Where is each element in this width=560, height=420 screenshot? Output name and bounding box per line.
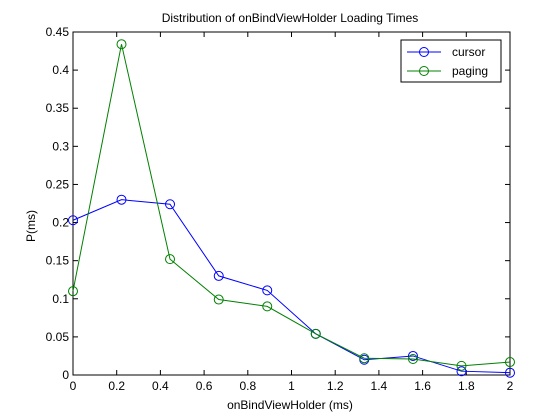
data-point-cursor (116, 194, 127, 205)
y-tick-label: 0.3 (52, 139, 69, 153)
data-point-cursor (407, 350, 418, 361)
x-tick-label: 1.8 (458, 379, 475, 393)
legend-item-cursor: cursor (407, 45, 485, 59)
x-tick-label: 1.6 (414, 379, 431, 393)
x-tick-label: 0.2 (108, 379, 125, 393)
data-point-cursor (165, 199, 176, 210)
data-point-paging (165, 254, 176, 265)
x-tick-label: 1.2 (327, 379, 344, 393)
y-tick-label: 0.15 (46, 254, 70, 268)
data-point-cursor (456, 366, 467, 377)
axis-ticks: 0 0.2 0.4 0.6 0.8 1 1.2 1.4 1.6 1.8 2 0 0.05 0.1 0.15 0… (46, 25, 514, 393)
plot-frame (72, 31, 511, 376)
x-tick-label: 0.4 (152, 379, 169, 393)
legend-box (400, 39, 502, 83)
series-line-cursor (72, 199, 511, 374)
data-point-paging (213, 294, 224, 305)
data-point-paging (359, 353, 370, 364)
x-tick-label: 0.8 (239, 379, 256, 393)
y-tick-label: 0 (62, 368, 69, 382)
y-tick-label: 0.25 (46, 177, 70, 191)
y-tick-label: 0.1 (52, 292, 69, 306)
data-point-cursor (68, 215, 78, 226)
data-point-paging (310, 328, 321, 339)
y-tick-label: 0.05 (46, 330, 70, 344)
y-tick-label: 0.45 (46, 25, 70, 39)
y-tick-label: 0.2 (52, 216, 69, 230)
legend-swatch-marker (419, 47, 429, 57)
legend-label: paging (452, 64, 488, 78)
data-point-cursor (213, 270, 224, 281)
data-point-paging (262, 301, 273, 312)
data-point-cursor (505, 367, 515, 378)
y-tick-label: 0.35 (46, 101, 70, 115)
data-point-paging (68, 286, 78, 297)
x-tick-label: 1.4 (371, 379, 388, 393)
legend-swatch-marker (419, 66, 429, 76)
series-cursor (68, 194, 515, 378)
data-point-cursor (262, 285, 273, 296)
data-point-paging (456, 360, 467, 371)
x-axis-label: onBindViewHolder (ms) (227, 398, 353, 412)
y-axis-label: P(ms) (24, 210, 38, 242)
data-point-paging (116, 39, 127, 50)
series-line-paging (72, 44, 511, 367)
legend: cursor paging (400, 39, 502, 83)
x-tick-label: 1 (288, 379, 295, 393)
x-tick-label: 2 (507, 379, 514, 393)
data-point-paging (407, 353, 418, 364)
series-paging (68, 39, 515, 371)
data-point-paging (505, 357, 515, 368)
series-layer (68, 39, 515, 378)
x-tick-label: 0 (70, 379, 77, 393)
x-tick-label: 0.6 (196, 379, 213, 393)
plot-area (72, 31, 511, 376)
legend-item-paging: paging (407, 64, 488, 78)
legend-label: cursor (452, 45, 485, 59)
y-tick-label: 0.4 (52, 63, 69, 77)
chart-title: Distribution of onBindViewHolder Loading… (162, 11, 419, 25)
